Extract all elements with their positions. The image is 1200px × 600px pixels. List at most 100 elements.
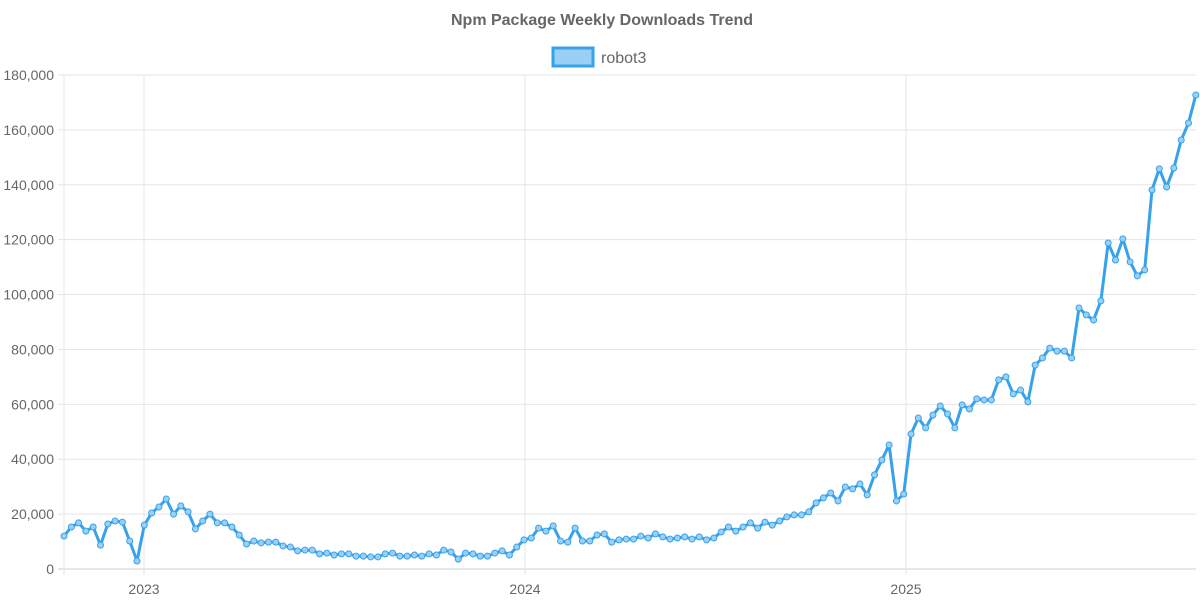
data-point[interactable] bbox=[191, 525, 199, 533]
data-point[interactable] bbox=[878, 456, 886, 464]
data-point[interactable] bbox=[841, 483, 849, 491]
data-point[interactable] bbox=[1082, 311, 1090, 319]
data-point[interactable] bbox=[980, 396, 988, 404]
data-point[interactable] bbox=[279, 542, 287, 550]
data-point[interactable] bbox=[681, 533, 689, 541]
data-point[interactable] bbox=[914, 414, 922, 422]
data-point[interactable] bbox=[549, 522, 557, 530]
data-point[interactable] bbox=[797, 511, 805, 519]
data-point[interactable] bbox=[819, 494, 827, 502]
data-point[interactable] bbox=[476, 552, 484, 560]
data-point[interactable] bbox=[644, 534, 652, 542]
data-point[interactable] bbox=[133, 557, 141, 565]
data-point[interactable] bbox=[557, 537, 565, 545]
data-point[interactable] bbox=[1002, 373, 1010, 381]
data-point[interactable] bbox=[1119, 235, 1127, 243]
data-point[interactable] bbox=[184, 508, 192, 516]
data-point[interactable] bbox=[1031, 361, 1039, 369]
data-point[interactable] bbox=[1090, 316, 1098, 324]
data-point[interactable] bbox=[1024, 398, 1032, 406]
data-point[interactable] bbox=[286, 543, 294, 551]
data-point[interactable] bbox=[513, 543, 521, 551]
data-point[interactable] bbox=[944, 410, 952, 418]
data-point[interactable] bbox=[1017, 386, 1025, 394]
data-point[interactable] bbox=[1133, 272, 1141, 280]
data-point[interactable] bbox=[367, 553, 375, 561]
data-point[interactable] bbox=[469, 550, 477, 558]
data-point[interactable] bbox=[410, 551, 418, 559]
data-point[interactable] bbox=[717, 528, 725, 536]
data-point[interactable] bbox=[732, 527, 740, 535]
data-point[interactable] bbox=[257, 539, 265, 547]
data-point[interactable] bbox=[162, 495, 170, 503]
data-point[interactable] bbox=[710, 534, 718, 542]
data-point[interactable] bbox=[586, 537, 594, 545]
data-point[interactable] bbox=[1177, 136, 1185, 144]
data-point[interactable] bbox=[892, 497, 900, 505]
data-point[interactable] bbox=[929, 411, 937, 419]
data-point[interactable] bbox=[104, 520, 112, 528]
data-point[interactable] bbox=[608, 538, 616, 546]
data-point[interactable] bbox=[111, 517, 119, 525]
data-point[interactable] bbox=[768, 521, 776, 529]
data-point[interactable] bbox=[235, 531, 243, 539]
data-point[interactable] bbox=[484, 552, 492, 560]
data-point[interactable] bbox=[126, 537, 134, 545]
data-point[interactable] bbox=[1097, 297, 1105, 305]
data-point[interactable] bbox=[578, 537, 586, 545]
data-point[interactable] bbox=[754, 524, 762, 532]
data-point[interactable] bbox=[703, 536, 711, 544]
data-point[interactable] bbox=[316, 550, 324, 558]
data-point[interactable] bbox=[491, 549, 499, 557]
data-point[interactable] bbox=[199, 517, 207, 525]
data-point[interactable] bbox=[170, 510, 178, 518]
data-point[interactable] bbox=[746, 519, 754, 527]
data-point[interactable] bbox=[834, 497, 842, 505]
data-point[interactable] bbox=[630, 535, 638, 543]
data-point[interactable] bbox=[221, 519, 229, 527]
data-point[interactable] bbox=[505, 551, 513, 559]
data-point[interactable] bbox=[659, 533, 667, 541]
data-point[interactable] bbox=[323, 549, 331, 557]
data-point[interactable] bbox=[294, 547, 302, 555]
data-point[interactable] bbox=[345, 550, 353, 558]
data-point[interactable] bbox=[243, 540, 251, 548]
data-point[interactable] bbox=[140, 521, 148, 529]
data-point[interactable] bbox=[82, 527, 90, 535]
data-point[interactable] bbox=[1148, 186, 1156, 194]
data-point[interactable] bbox=[1141, 266, 1149, 274]
data-point[interactable] bbox=[995, 376, 1003, 384]
data-point[interactable] bbox=[396, 552, 404, 560]
data-point[interactable] bbox=[301, 546, 309, 554]
data-point[interactable] bbox=[542, 527, 550, 535]
data-point[interactable] bbox=[776, 517, 784, 525]
data-point[interactable] bbox=[958, 401, 966, 409]
data-point[interactable] bbox=[535, 524, 543, 532]
data-point[interactable] bbox=[987, 396, 995, 404]
data-point[interactable] bbox=[724, 523, 732, 531]
data-point[interactable] bbox=[67, 523, 75, 531]
data-point[interactable] bbox=[863, 491, 871, 499]
data-point[interactable] bbox=[856, 480, 864, 488]
data-point[interactable] bbox=[1053, 347, 1061, 355]
data-point[interactable] bbox=[951, 424, 959, 432]
data-point[interactable] bbox=[885, 441, 893, 449]
data-point[interactable] bbox=[761, 518, 769, 526]
data-point[interactable] bbox=[1046, 344, 1054, 352]
data-point[interactable] bbox=[118, 518, 126, 526]
data-point[interactable] bbox=[462, 549, 470, 557]
data-point[interactable] bbox=[447, 548, 455, 556]
data-point[interactable] bbox=[374, 553, 382, 561]
data-point[interactable] bbox=[1038, 354, 1046, 362]
data-point[interactable] bbox=[498, 547, 506, 555]
data-point[interactable] bbox=[527, 534, 535, 542]
data-point[interactable] bbox=[272, 538, 280, 546]
data-point[interactable] bbox=[1163, 183, 1171, 191]
data-point[interactable] bbox=[1068, 354, 1076, 362]
data-point[interactable] bbox=[1075, 304, 1083, 312]
data-point[interactable] bbox=[213, 519, 221, 527]
data-point[interactable] bbox=[651, 530, 659, 538]
data-point[interactable] bbox=[381, 550, 389, 558]
data-point[interactable] bbox=[900, 490, 908, 498]
data-point[interactable] bbox=[783, 513, 791, 521]
